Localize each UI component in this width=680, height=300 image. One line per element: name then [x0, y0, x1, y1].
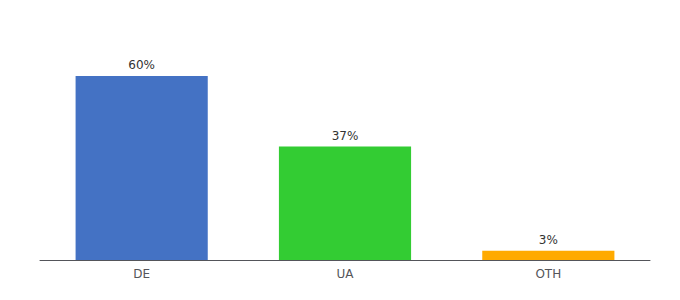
svg-text:DE: DE	[133, 267, 150, 281]
svg-text:OTH: OTH	[535, 267, 561, 281]
svg-text:60%: 60%	[128, 58, 155, 72]
svg-text:UA: UA	[337, 267, 355, 281]
svg-text:3%: 3%	[539, 233, 558, 247]
svg-text:37%: 37%	[332, 129, 359, 143]
